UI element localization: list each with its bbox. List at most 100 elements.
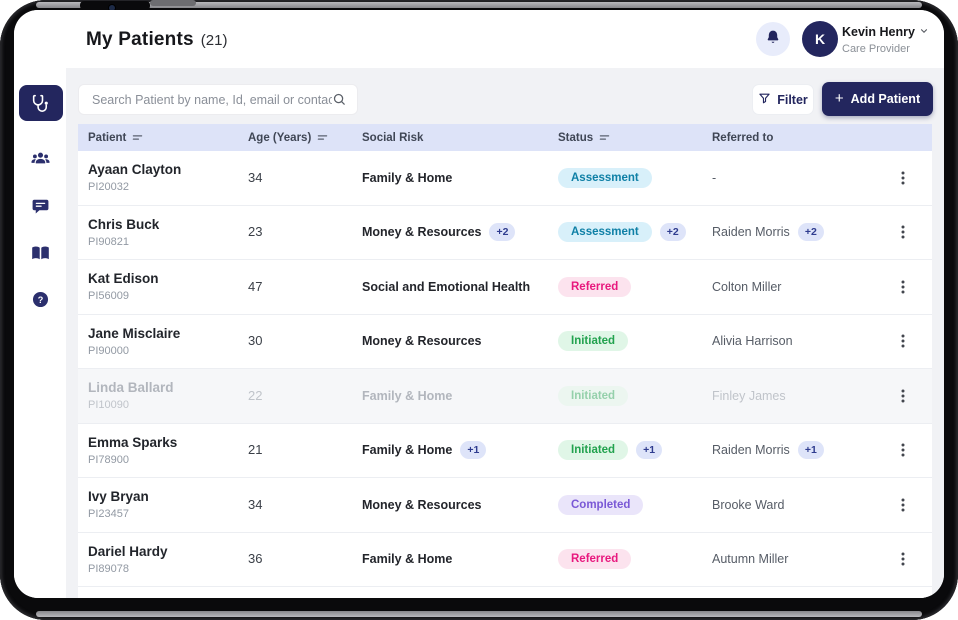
table-row[interactable]: Chris Buck PI90821 23 Money & Resources …	[78, 205, 932, 260]
table-row[interactable]: Ayaan Clayton PI20032 34 Family & Home A…	[78, 151, 932, 206]
row-menu-button[interactable]	[892, 492, 914, 518]
status-badge: Completed	[558, 494, 644, 515]
referred-cell: Finley James	[712, 389, 880, 403]
row-menu-button[interactable]	[892, 383, 914, 409]
status-badge: Initiated	[558, 331, 629, 352]
status-cell: Initiated	[558, 385, 712, 406]
notifications-button[interactable]	[756, 22, 790, 56]
status-extra[interactable]: +1	[636, 441, 663, 460]
patient-age: 21	[248, 442, 263, 458]
social-risk-cell: Family & Home	[362, 552, 558, 566]
referred-to: Alivia Harrison	[712, 334, 793, 349]
status-cell: Referred	[558, 549, 712, 570]
column-header-referred-to: Referred to	[712, 131, 774, 144]
social-risk-cell: Family & Home	[362, 171, 558, 185]
patient-name: Ayaan Clayton	[88, 162, 182, 178]
patient-cell: Jane Misclaire PI90000	[78, 326, 248, 357]
column-header-age[interactable]: Age (Years)	[248, 132, 362, 144]
sidebar-item-patients[interactable]	[19, 85, 63, 121]
avatar[interactable]: K	[802, 21, 838, 57]
patient-name: Chris Buck	[88, 216, 160, 232]
patient-id: PI78900	[88, 453, 129, 466]
column-header-social-risk: Social Risk	[362, 131, 424, 144]
status-extra[interactable]: +2	[659, 223, 686, 242]
add-patient-button[interactable]: + Add Patient	[822, 82, 933, 116]
social-risk: Money & Resources	[362, 497, 482, 512]
row-menu-button[interactable]	[892, 437, 914, 463]
patient-name: Kat Edison	[88, 271, 159, 287]
social-risk: Family & Home	[362, 388, 453, 403]
table-row[interactable]: Jane Misclaire PI90000 30 Money & Resour…	[78, 314, 932, 369]
age-cell: 22	[248, 387, 362, 405]
social-risk: Family & Home	[362, 170, 453, 185]
column-header-status[interactable]: Status	[558, 132, 712, 144]
patient-age: 22	[248, 387, 263, 403]
status-badge: Assessment	[558, 222, 652, 243]
referred-extra[interactable]: +2	[797, 223, 824, 242]
table-row[interactable]: Kat Edison PI56009 47 Social and Emotion…	[78, 260, 932, 315]
bell-icon	[765, 29, 781, 50]
social-risk-cell: Money & Resources	[362, 334, 558, 348]
status-badge: Referred	[558, 276, 632, 297]
status-cell: Completed	[558, 494, 712, 515]
column-header-patient[interactable]: Patient	[78, 132, 248, 144]
filter-button[interactable]: Filter	[752, 84, 814, 115]
age-cell: 34	[248, 496, 362, 514]
social-risk-cell: Money & Resources +2	[362, 223, 558, 242]
patient-name: Ivy Bryan	[88, 489, 149, 505]
referred-to: Raiden Morris	[712, 443, 790, 458]
social-risk: Money & Resources	[362, 225, 482, 240]
referred-to: Autumn Miller	[712, 552, 789, 567]
patient-cell: Chris Buck PI90821	[78, 217, 248, 248]
referred-cell: Raiden Morris +1	[712, 441, 880, 460]
table-row[interactable]: Dariel Hardy PI89078 36 Family & Home Re…	[78, 532, 932, 587]
social-risk-extra[interactable]: +2	[489, 223, 516, 242]
table-row[interactable]: Emma Sparks PI78900 21 Family & Home +1 …	[78, 423, 932, 478]
patient-age: 23	[248, 224, 263, 240]
patient-id: PI23457	[88, 508, 129, 521]
sort-icon[interactable]	[317, 132, 328, 143]
search-icon	[332, 92, 347, 107]
social-risk-extra[interactable]: +1	[460, 441, 487, 460]
sort-icon[interactable]	[132, 132, 143, 143]
row-menu-button[interactable]	[892, 274, 914, 300]
search-input[interactable]	[92, 92, 332, 107]
patient-name: Linda Ballard	[88, 380, 174, 396]
social-risk-cell: Social and Emotional Health	[362, 280, 558, 294]
user-name: Kevin Henry	[842, 25, 915, 39]
sidebar-item-community[interactable]	[14, 141, 66, 175]
age-cell: 34	[248, 169, 362, 187]
referred-cell: -	[712, 171, 880, 185]
chevron-down-icon	[919, 23, 929, 41]
age-cell: 21	[248, 441, 362, 459]
patient-id: PI10090	[88, 399, 129, 412]
row-menu-button[interactable]	[892, 546, 914, 572]
sidebar-item-help[interactable]: ?	[14, 282, 66, 316]
sidebar-item-messages[interactable]	[14, 189, 66, 223]
patient-age: 34	[248, 169, 263, 185]
referred-extra[interactable]: +1	[797, 441, 824, 460]
referred-cell: Brooke Ward	[712, 498, 880, 512]
sort-icon[interactable]	[599, 132, 610, 143]
patient-cell: Dariel Hardy PI89078	[78, 544, 248, 575]
tablet-bottom-edge	[36, 611, 922, 617]
user-menu[interactable]: Kevin Henry Care Provider	[842, 23, 930, 55]
patient-id: PI56009	[88, 290, 129, 303]
referred-to: Finley James	[712, 388, 786, 403]
row-menu-button[interactable]	[892, 328, 914, 354]
table-header-row: Patient Age (Years) Social Risk Status R…	[78, 124, 932, 151]
age-cell: 23	[248, 223, 362, 241]
stethoscope-icon	[31, 93, 51, 113]
status-badge: Initiated	[558, 440, 629, 461]
patient-count: (21)	[200, 32, 228, 49]
referred-cell: Colton Miller	[712, 280, 880, 294]
table-row[interactable]: Ivy Bryan PI23457 34 Money & Resources C…	[78, 478, 932, 533]
patient-name: Emma Sparks	[88, 434, 178, 450]
sidebar: ?	[14, 10, 66, 598]
referred-cell: Raiden Morris +2	[712, 223, 880, 242]
patients-table: Patient Age (Years) Social Risk Status R…	[78, 124, 932, 598]
table-row[interactable]: Linda Ballard PI10090 22 Family & Home I…	[78, 369, 932, 424]
row-menu-button[interactable]	[892, 219, 914, 245]
row-menu-button[interactable]	[892, 165, 914, 191]
sidebar-item-resources[interactable]	[14, 236, 66, 270]
